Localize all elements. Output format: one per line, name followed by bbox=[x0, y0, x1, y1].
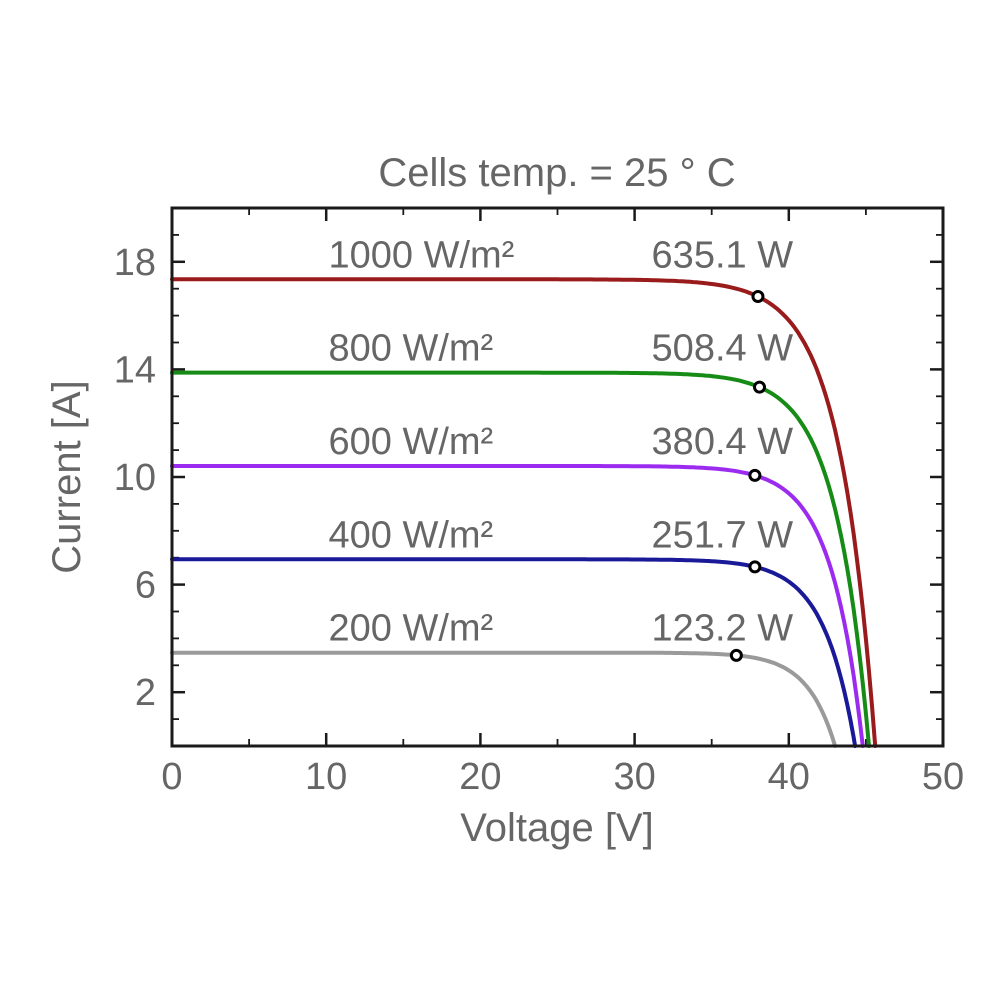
plot-border bbox=[170, 206, 945, 748]
x-tick-label-50: 50 bbox=[922, 756, 964, 798]
y-axis-label: Current [A] bbox=[45, 380, 89, 573]
irradiance-label-1000: 1000 W/m² bbox=[329, 234, 515, 276]
mpp-power-label-1000: 635.1 W bbox=[652, 234, 794, 276]
y-tick-label-10: 10 bbox=[114, 457, 156, 499]
iv-curve-600 bbox=[170, 464, 865, 748]
x-tick-label-30: 30 bbox=[613, 756, 655, 798]
iv-curve-200 bbox=[170, 650, 838, 748]
y-tick-label-14: 14 bbox=[114, 349, 156, 391]
irradiance-label-600: 600 W/m² bbox=[329, 421, 494, 463]
x-tick-label-40: 40 bbox=[768, 756, 810, 798]
mpp-power-label-200: 123.2 W bbox=[652, 608, 794, 650]
irradiance-label-800: 800 W/m² bbox=[329, 328, 494, 370]
mpp-marker-400 bbox=[748, 560, 762, 574]
x-tick-label-10: 10 bbox=[305, 756, 347, 798]
irradiance-label-400: 400 W/m² bbox=[329, 514, 494, 556]
mpp-power-label-400: 251.7 W bbox=[652, 514, 794, 556]
mpp-marker-800 bbox=[753, 380, 767, 394]
mpp-marker-600 bbox=[748, 468, 762, 482]
iv-curve-800 bbox=[170, 370, 871, 748]
y-tick-label-6: 6 bbox=[135, 565, 156, 607]
y-tick-label-18: 18 bbox=[114, 242, 156, 284]
irradiance-label-200: 200 W/m² bbox=[329, 608, 494, 650]
y-tick-label-2: 2 bbox=[135, 672, 156, 714]
iv-curve-400 bbox=[170, 557, 858, 748]
mpp-power-label-600: 380.4 W bbox=[652, 421, 794, 463]
chart-title: Cells temp. = 25 ° C bbox=[378, 151, 735, 195]
x-tick-label-0: 0 bbox=[161, 756, 182, 798]
plot-area: 0 10 20 30 40 50 2 6 10 14 18 1000 W/m² 635.1 W 800 W… bbox=[114, 208, 964, 798]
mpp-power-label-800: 508.4 W bbox=[652, 328, 794, 370]
x-axis-label: Voltage [V] bbox=[460, 806, 653, 850]
mpp-marker-200 bbox=[729, 648, 743, 662]
x-tick-label-20: 20 bbox=[459, 756, 501, 798]
mpp-marker-1000 bbox=[751, 290, 765, 304]
